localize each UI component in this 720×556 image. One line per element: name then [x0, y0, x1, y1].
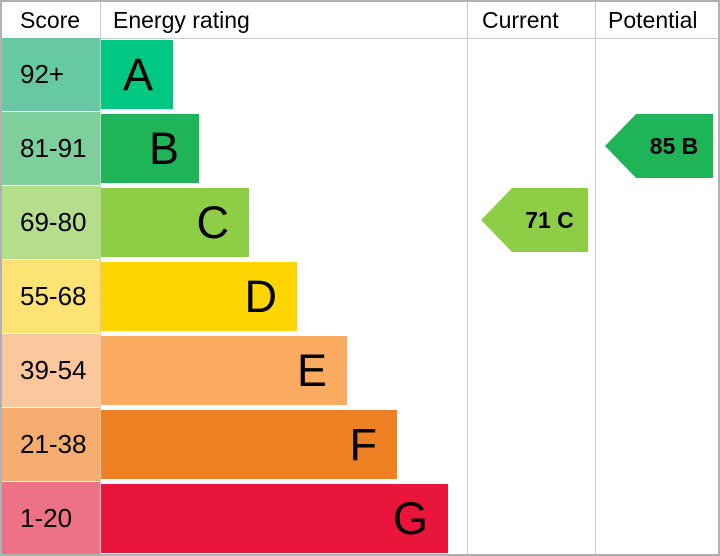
- score-range-b: 81-91: [2, 112, 100, 185]
- band-bar-f: F: [101, 410, 397, 479]
- band-row-g: 1-20 G: [2, 482, 718, 554]
- score-range-g: 1-20: [2, 482, 100, 554]
- band-row-f: 21-38 F: [2, 408, 718, 482]
- score-range-a: 92+: [2, 38, 100, 111]
- column-header-score: Score: [20, 7, 81, 33]
- score-range-d: 55-68: [2, 260, 100, 333]
- band-bar-b: B: [101, 114, 199, 183]
- band-row-a: 92+ A: [2, 38, 718, 112]
- column-header-current: Current: [482, 7, 559, 33]
- score-range-c: 69-80: [2, 186, 100, 259]
- band-row-c: 69-80 C: [2, 186, 718, 260]
- band-bar-a: A: [101, 40, 173, 109]
- score-range-e: 39-54: [2, 334, 100, 407]
- score-range-f: 21-38: [2, 408, 100, 481]
- header-underline: [2, 38, 718, 39]
- grid-line-current-divider: [467, 2, 468, 554]
- grid-line-score-divider: [100, 2, 101, 554]
- band-bar-c: C: [101, 188, 249, 257]
- column-header-potential: Potential: [608, 7, 698, 33]
- band-bar-g: G: [101, 484, 448, 553]
- band-bar-d: D: [101, 262, 297, 331]
- band-row-b: 81-91 B: [2, 112, 718, 186]
- column-header-energy-rating: Energy rating: [113, 7, 250, 33]
- band-bar-e: E: [101, 336, 347, 405]
- grid-line-potential-divider: [595, 2, 596, 554]
- band-row-d: 55-68 D: [2, 260, 718, 334]
- band-row-e: 39-54 E: [2, 334, 718, 408]
